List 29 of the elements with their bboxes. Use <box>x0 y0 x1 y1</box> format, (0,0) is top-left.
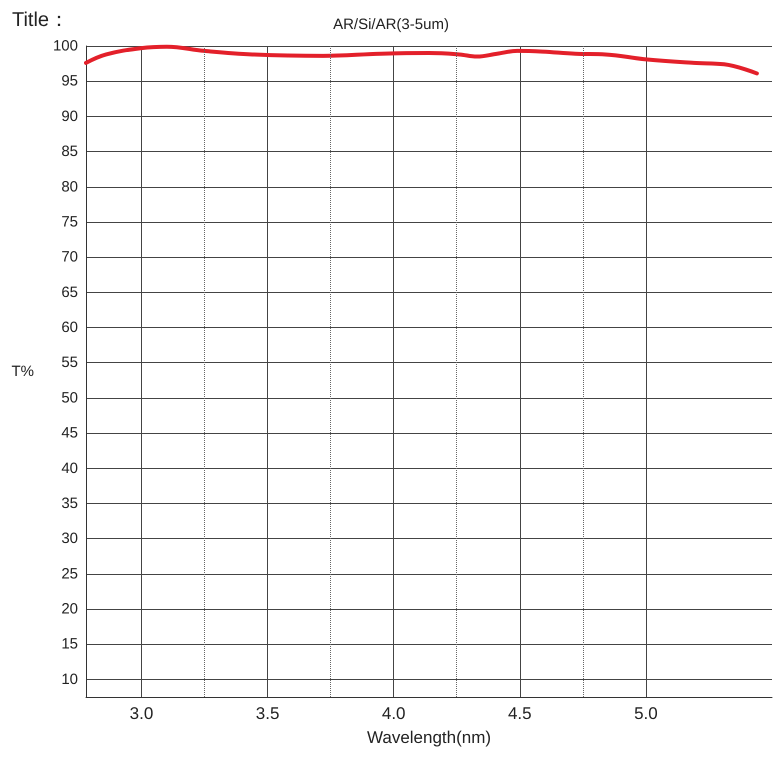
y-tick-label: 65 <box>61 284 78 301</box>
x-tick-label: 4.5 <box>508 704 532 723</box>
y-tick-label: 100 <box>52 38 78 54</box>
y-tick-label: 20 <box>61 600 78 618</box>
y-tick-label: 30 <box>61 530 78 548</box>
y-tick-label: 50 <box>61 389 78 406</box>
y-tick-label: 90 <box>61 108 78 125</box>
x-tick-label: 3.5 <box>256 704 280 723</box>
y-tick-label: 10 <box>61 670 78 688</box>
y-tick-label: 80 <box>61 178 78 196</box>
y-tick-label: 25 <box>61 565 78 582</box>
line-series <box>84 44 759 76</box>
chart-title: AR/Si/AR(3-5um) <box>333 16 449 33</box>
y-tick-label: 45 <box>61 424 78 442</box>
y-axis-title: T% <box>12 363 34 380</box>
x-tick-label: 3.0 <box>130 704 154 723</box>
y-tick-label: 15 <box>61 636 78 653</box>
y-tick-label: 40 <box>61 460 78 477</box>
y-tick-label: 70 <box>61 248 78 266</box>
text: Title： <box>12 9 70 31</box>
y-tick-label: 75 <box>61 213 78 230</box>
y-tick-label: 60 <box>61 319 78 336</box>
y-tick-label: 95 <box>61 72 78 90</box>
y-tick-label: 55 <box>61 354 78 372</box>
x-tick-label: 5.0 <box>634 704 658 723</box>
x-tick-label: 4.0 <box>382 704 406 723</box>
y-tick-label: 35 <box>61 494 78 512</box>
x-axis-title: Wavelength(nm) <box>366 728 492 747</box>
y-tick-label: 85 <box>61 143 78 160</box>
